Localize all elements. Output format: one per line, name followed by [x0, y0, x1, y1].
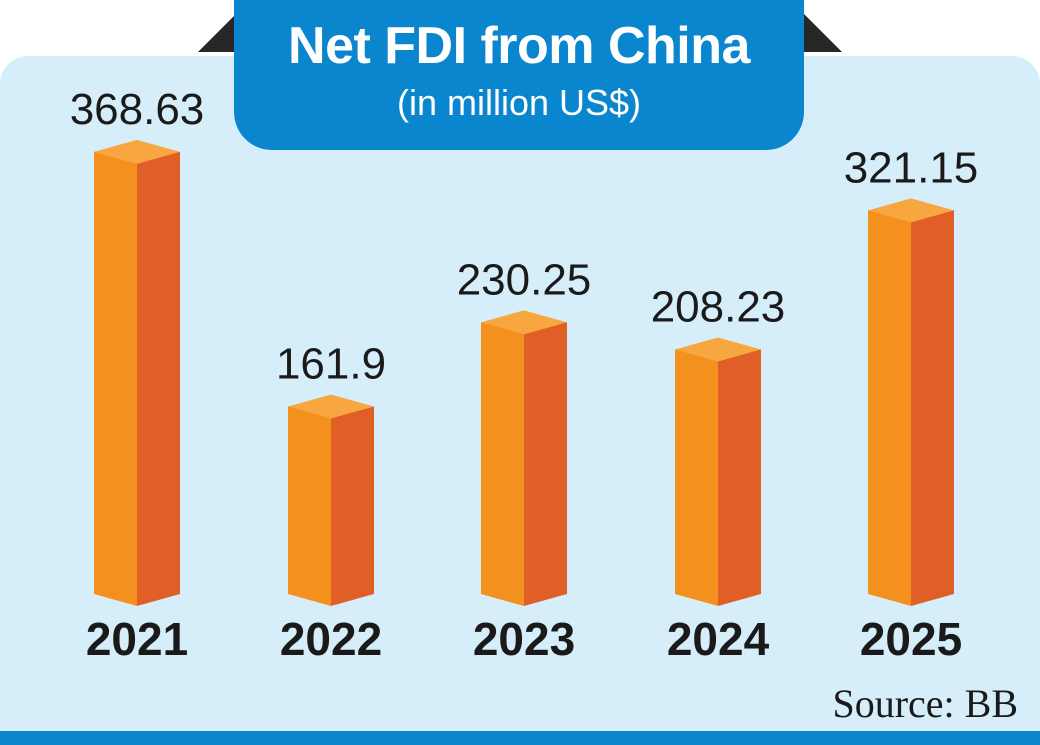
x-tick-label: 2022 — [280, 613, 382, 665]
data-label: 321.15 — [844, 143, 979, 192]
bar-top-face — [675, 337, 761, 362]
chart-subtitle: (in million US$) — [396, 82, 642, 123]
bar-side-face — [911, 210, 954, 606]
chart-title: Net FDI from China — [288, 17, 750, 75]
x-tick-label: 2021 — [86, 613, 188, 665]
bottom-accent-bar — [0, 731, 1040, 745]
bar-top-face — [288, 394, 374, 419]
bar-side-face — [137, 151, 180, 606]
bar-top-face — [481, 310, 567, 335]
x-tick-label: 2023 — [473, 613, 575, 665]
source-note: Source: BB — [832, 681, 1018, 726]
bar-front-face — [675, 349, 718, 606]
bar-side-face — [718, 349, 761, 606]
title-banner: Net FDI from China (in million US$) — [234, 0, 804, 150]
bar-side-face — [331, 406, 374, 606]
bar-top-face — [94, 139, 180, 164]
data-label: 230.25 — [457, 255, 592, 304]
x-tick-label: 2025 — [860, 613, 962, 665]
bar-top-face — [868, 198, 954, 223]
bar-front-face — [868, 210, 911, 606]
data-label: 161.9 — [276, 340, 386, 389]
bar-front-face — [94, 151, 137, 606]
bar-front-face — [288, 406, 331, 606]
data-label: 368.63 — [70, 85, 205, 134]
x-tick-label: 2024 — [667, 613, 770, 665]
bar-side-face — [524, 322, 567, 606]
bar-front-face — [481, 322, 524, 606]
data-label: 208.23 — [651, 282, 786, 331]
